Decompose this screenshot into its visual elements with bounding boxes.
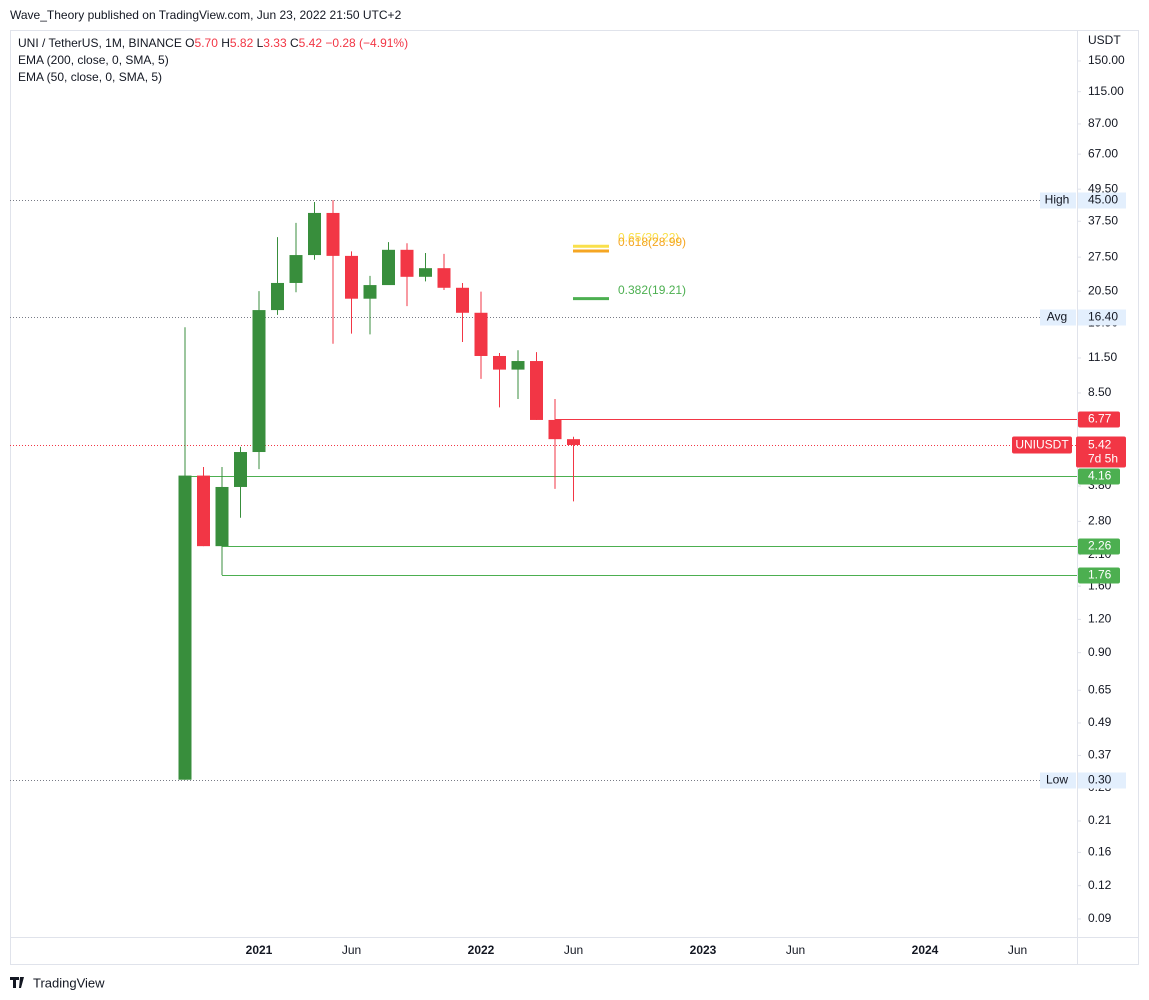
candle-body (271, 282, 284, 311)
y-tick-label: 49.50 (1088, 181, 1118, 195)
candle-body (178, 475, 192, 780)
publisher: Wave_Theory published on TradingView.com… (10, 8, 402, 22)
x-tick-label: Jun (1008, 943, 1027, 957)
price-badge (1078, 567, 1120, 584)
candle-body (308, 212, 321, 256)
candle-body (326, 212, 340, 256)
y-tick-label: 1.20 (1088, 612, 1112, 626)
x-tick-label: Jun (564, 943, 583, 957)
quote-value: 5.82 (229, 36, 254, 50)
quote-value: 5.70 (194, 36, 218, 50)
stat-tag-bg (1040, 192, 1076, 209)
y-tick-label: 150.00 (1088, 53, 1125, 67)
x-tick-label: Jun (342, 943, 361, 957)
y-tick-label: 11.50 (1088, 350, 1117, 364)
candle-body (437, 268, 451, 288)
price-badge (1078, 468, 1120, 485)
x-tick-label: 2024 (912, 943, 939, 957)
price-badge (1078, 538, 1120, 555)
quote-key: H (221, 36, 230, 50)
symbol-badge (1012, 436, 1072, 454)
tv-logo (10, 977, 24, 988)
x-tick-label: Jun (786, 943, 805, 957)
fib-label: 0.382(19.21) (618, 283, 686, 297)
candle-body (215, 486, 229, 547)
x-tick-label: 2022 (468, 943, 495, 957)
y-tick-label: 0.65 (1088, 682, 1112, 696)
stat-tag: Avg (1047, 310, 1067, 324)
y-tick-label: 37.50 (1088, 213, 1118, 227)
symbol: UNI / TetherUS, 1M, BINANCE (18, 36, 182, 50)
stat-value-bg (1078, 772, 1126, 789)
symbol-label: UNIUSDT (1015, 438, 1069, 452)
y-tick-label: 27.50 (1088, 249, 1118, 263)
last-price-label: 5.42 (1088, 438, 1112, 452)
candle-body (363, 285, 377, 299)
y-tick-label: 0.09 (1088, 911, 1112, 925)
price-badge-label: 2.26 (1088, 539, 1112, 553)
price-badge-label: 6.77 (1088, 412, 1112, 426)
y-tick-label: 20.50 (1088, 283, 1118, 297)
chart-frame (10, 30, 1139, 965)
y-tick-label: 0.16 (1088, 845, 1112, 859)
candle-body (548, 419, 562, 440)
stat-value: 45.00 (1088, 193, 1118, 207)
fib-label: 0.65(30.22) (618, 230, 679, 244)
y-tick-label: 0.37 (1088, 748, 1112, 762)
quote-key: C (289, 36, 299, 50)
candle-body (234, 452, 247, 487)
stat-value: 16.40 (1088, 310, 1118, 324)
stat-value-bg (1078, 309, 1126, 326)
candle-body (252, 310, 266, 453)
axis-unit: USDT (1088, 33, 1121, 47)
stat-value-bg (1078, 192, 1126, 209)
quote-value: 5.42 (298, 36, 323, 50)
price-badge-label: 4.16 (1088, 469, 1112, 483)
x-tick-label: 2023 (690, 943, 717, 957)
indicator: EMA (200, close, 0, SMA, 5) (18, 53, 169, 67)
y-tick-label: 8.50 (1088, 385, 1112, 399)
candle-body (345, 255, 358, 299)
y-tick-label: 0.90 (1088, 645, 1112, 659)
stat-tag-bg (1040, 309, 1076, 326)
x-tick-label: 2021 (246, 943, 273, 957)
y-tick-label: 0.49 (1088, 715, 1112, 729)
stat-tag-bg (1040, 772, 1076, 789)
change: −0.28 (−4.91%) (325, 36, 409, 50)
candle-body (511, 361, 525, 370)
candle-body (382, 249, 395, 286)
y-tick-label: 87.00 (1088, 116, 1118, 130)
stat-tag: Low (1046, 773, 1068, 787)
stat-tag: High (1045, 193, 1070, 207)
candle-body (400, 249, 414, 277)
countdown: 7d 5h (1088, 452, 1118, 466)
quote-value: 3.33 (263, 36, 287, 50)
y-tick-label: 2.80 (1088, 514, 1112, 528)
y-tick-label: 67.00 (1088, 146, 1118, 160)
candle-body (456, 287, 469, 313)
price-badge-label: 1.76 (1088, 568, 1112, 582)
candle-body (493, 355, 506, 370)
fib-label: 0.618(28.99) (618, 235, 686, 249)
candle-body (530, 361, 543, 420)
candle-body (419, 268, 432, 277)
candle-body (567, 439, 580, 445)
quote-key: L (256, 36, 264, 50)
y-tick-label: 115.00 (1088, 84, 1124, 98)
quote-key: O (185, 36, 195, 50)
price-badge (1078, 411, 1120, 428)
y-tick-label: 0.21 (1088, 813, 1112, 827)
last-price-badge (1076, 436, 1126, 468)
candle-body (474, 312, 488, 356)
candle-body (289, 255, 303, 283)
footer-brand: TradingView (33, 975, 105, 990)
legend: UNI / TetherUS, 1M, BINANCE O5.70 H5.82 … (18, 36, 408, 50)
stat-value: 0.30 (1088, 773, 1112, 787)
indicator: EMA (50, close, 0, SMA, 5) (18, 70, 163, 84)
y-tick-label: 0.12 (1088, 878, 1112, 892)
candle-body (197, 475, 210, 547)
